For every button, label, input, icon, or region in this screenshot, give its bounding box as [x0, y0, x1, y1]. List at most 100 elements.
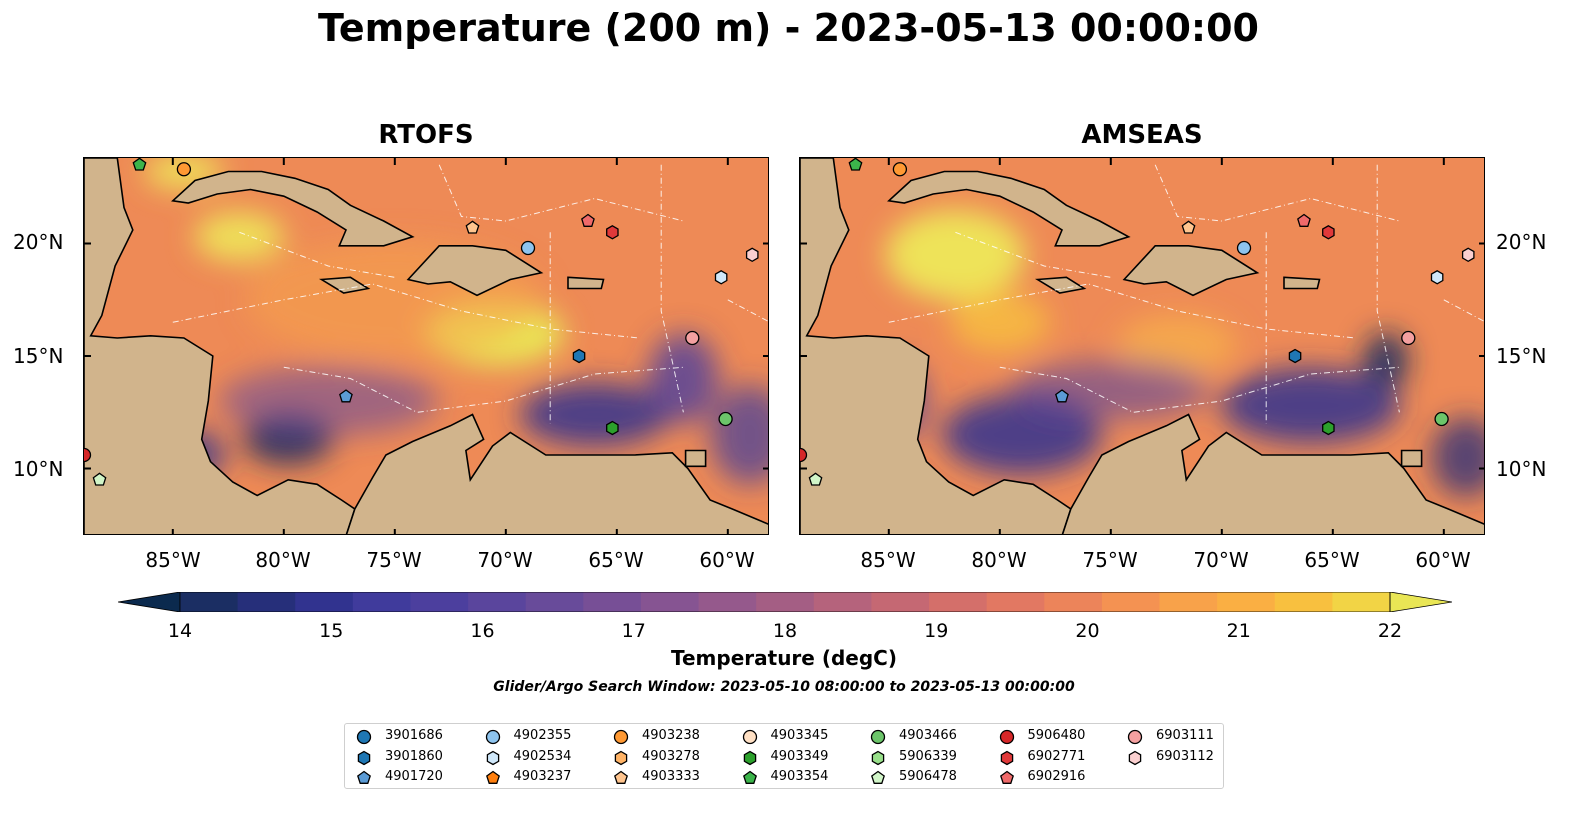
- colorbar-bin: [698, 592, 757, 612]
- map-panel-rtofs: [83, 157, 769, 535]
- float-marker-4903349: [1322, 420, 1335, 436]
- colorbar-bin: [237, 592, 296, 612]
- figure-title: Temperature (200 m) - 2023-05-13 00:00:0…: [317, 6, 1259, 50]
- colorbar-tick-label: 20: [1075, 620, 1100, 642]
- eez-line: [1154, 164, 1400, 222]
- lon-label-70w-left: 70°W: [477, 548, 533, 572]
- float-marker-6903112: [1461, 247, 1475, 263]
- colorbar-bin: [295, 592, 354, 612]
- colorbar-bin: [1101, 592, 1161, 612]
- legend-label: 4903354: [770, 769, 829, 784]
- float-marker-3901860: [1288, 348, 1302, 364]
- hexagon-marker-icon: [1128, 750, 1142, 765]
- hexagon-marker-icon: [1000, 750, 1013, 765]
- lat-label-10n-left: 10°N: [13, 457, 64, 481]
- float-marker-6903111: [1401, 330, 1416, 346]
- legend-label: 4903237: [513, 769, 572, 784]
- colorbar-bin: [1217, 592, 1276, 612]
- legend-label: 5906339: [899, 748, 957, 764]
- colorbar-bin: [929, 592, 988, 612]
- legend-label: 4903349: [770, 748, 829, 764]
- lon-label-70w-right: 70°W: [1193, 548, 1249, 572]
- float-marker-3901860: [572, 348, 586, 364]
- float-marker-6902771: [606, 225, 619, 240]
- legend-label: 4901720: [385, 769, 443, 784]
- float-marker-4903354: [132, 158, 147, 171]
- land-trinidad: [684, 449, 707, 468]
- colorbar-bin: [525, 592, 584, 612]
- land-hispaniola: [406, 245, 544, 297]
- float-marker-4903333: [1181, 220, 1196, 234]
- eez-line: [660, 164, 684, 413]
- colorbar-bin: [583, 592, 642, 612]
- land-jamaica: [318, 276, 371, 294]
- colorbar-bin: [352, 592, 411, 612]
- circle-marker-icon: [1127, 729, 1143, 745]
- land-south: [1061, 413, 1484, 534]
- land-puertorico: [1283, 276, 1321, 290]
- pentagon-marker-icon: [357, 770, 371, 784]
- lon-label-80w-right: 80°W: [971, 548, 1027, 572]
- float-marker-4903466: [718, 411, 733, 427]
- land-trinidad: [1400, 449, 1423, 468]
- pentagon-marker-icon: [485, 770, 500, 784]
- float-marker-4902534: [714, 270, 728, 285]
- colorbar-tick-label: 21: [1226, 620, 1251, 642]
- pentagon-marker-icon: [999, 770, 1014, 784]
- colorbar-tick-label: 14: [167, 620, 193, 642]
- colorbar-bin: [468, 592, 527, 612]
- eez-line: [239, 231, 395, 278]
- lon-label-65w-left: 65°W: [588, 548, 644, 572]
- colorbar-tick-label: 18: [772, 620, 798, 642]
- colorbar-bin: [871, 592, 930, 612]
- eez-line: [1443, 299, 1484, 322]
- eez-line: [283, 366, 684, 413]
- float-marker-4902355: [520, 240, 536, 256]
- eez-line: [999, 366, 1400, 413]
- float-marker-4901720: [339, 389, 353, 403]
- colorbar-bin: [756, 592, 815, 612]
- pentagon-marker-icon: [742, 770, 757, 784]
- lat-label-15n-right: 15°N: [1496, 344, 1547, 368]
- float-marker-4901720: [1055, 389, 1069, 403]
- colorbar-tick-label: 15: [319, 620, 344, 642]
- colorbar-tick-label: 16: [470, 620, 495, 642]
- float-marker-5906478: [808, 472, 823, 486]
- panel-title-rtofs: RTOFS: [378, 120, 474, 150]
- lat-label-15n-left: 15°N: [13, 344, 64, 368]
- circle-marker-icon: [742, 729, 757, 745]
- eez-line: [438, 164, 684, 222]
- colorbar-bin: [1274, 592, 1333, 612]
- land-cuba: [171, 170, 415, 247]
- lon-label-75w-right: 75°W: [1082, 548, 1138, 572]
- legend-label: 4902355: [513, 728, 572, 743]
- colorbar: [117, 591, 1453, 616]
- hexagon-marker-icon: [357, 750, 371, 765]
- float-marker-6902916: [581, 213, 595, 227]
- colorbar-bin: [640, 592, 700, 612]
- legend: 3901686 3901860 4901720 4902355 4902534 49032…: [344, 723, 1224, 789]
- colorbar-bin: [1159, 592, 1218, 612]
- float-marker-4902355: [1236, 240, 1252, 256]
- land-jamaica: [1034, 276, 1087, 294]
- legend-label: 5906478: [899, 769, 957, 784]
- legend-label: 5906480: [1027, 728, 1086, 743]
- colorbar-extend-min: [117, 591, 181, 613]
- lon-label-65w-right: 65°W: [1304, 548, 1360, 572]
- map-panel-amseas: [799, 157, 1485, 535]
- legend-label: 6902771: [1027, 748, 1086, 764]
- colorbar-bin: [410, 592, 469, 612]
- lat-label-20n-right: 20°N: [1496, 230, 1547, 254]
- float-marker-4902534: [1430, 270, 1444, 285]
- eez-line: [1376, 164, 1400, 413]
- legend-label: 4903345: [770, 728, 829, 743]
- hexagon-marker-icon: [614, 750, 628, 765]
- colorbar-tick-label: 17: [621, 620, 646, 642]
- legend-label: 6903112: [1156, 748, 1214, 764]
- legend-label: 6902916: [1027, 769, 1086, 784]
- lat-label-10n-right: 10°N: [1496, 457, 1547, 481]
- colorbar-tick-label: 19: [924, 620, 949, 642]
- float-marker-4903238: [892, 162, 908, 177]
- circle-marker-icon: [870, 729, 886, 745]
- lat-label-20n-left: 20°N: [13, 230, 64, 254]
